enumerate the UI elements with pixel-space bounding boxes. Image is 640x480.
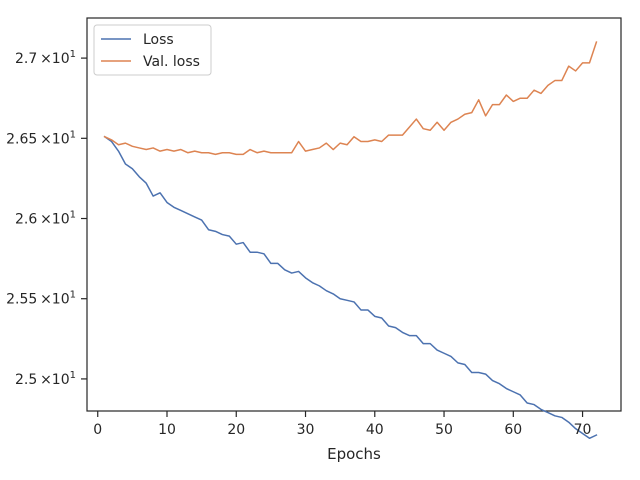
- y-axis: 2.5 ×101 2.55 ×101 2.6 ×101 2.65 ×101 2.7 ×1…: [6, 49, 87, 388]
- x-tick-label: 40: [366, 422, 384, 438]
- series-line-loss: [103, 135, 598, 440]
- x-axis: 0 10 20 30 40 50 60 70: [93, 411, 591, 438]
- x-axis-label: Epochs: [327, 445, 381, 463]
- y-tick-label: 2.5 ×101: [15, 370, 76, 388]
- y-tick-label: 2.6 ×101: [15, 210, 76, 228]
- x-tick-label: 10: [158, 422, 176, 438]
- series-line-val-loss: [103, 41, 598, 156]
- legend: Loss Val. loss: [93, 24, 212, 76]
- x-tick-label: 50: [435, 422, 453, 438]
- y-tick-label: 2.55 ×101: [6, 290, 76, 308]
- x-tick-label: 20: [227, 422, 245, 438]
- y-tick-label: 2.7 ×101: [15, 49, 76, 67]
- x-tick-label: 30: [297, 422, 315, 438]
- legend-label-val-loss: Val. loss: [143, 54, 200, 70]
- legend-label-loss: Loss: [143, 32, 174, 48]
- plot-frame: [86, 17, 622, 412]
- legend-box: [93, 24, 212, 76]
- x-tick-label: 60: [504, 422, 522, 438]
- x-tick-label: 0: [93, 422, 102, 438]
- series-layer: [103, 41, 598, 440]
- y-tick-label: 2.65 ×101: [6, 129, 76, 147]
- x-tick-label: 70: [574, 422, 592, 438]
